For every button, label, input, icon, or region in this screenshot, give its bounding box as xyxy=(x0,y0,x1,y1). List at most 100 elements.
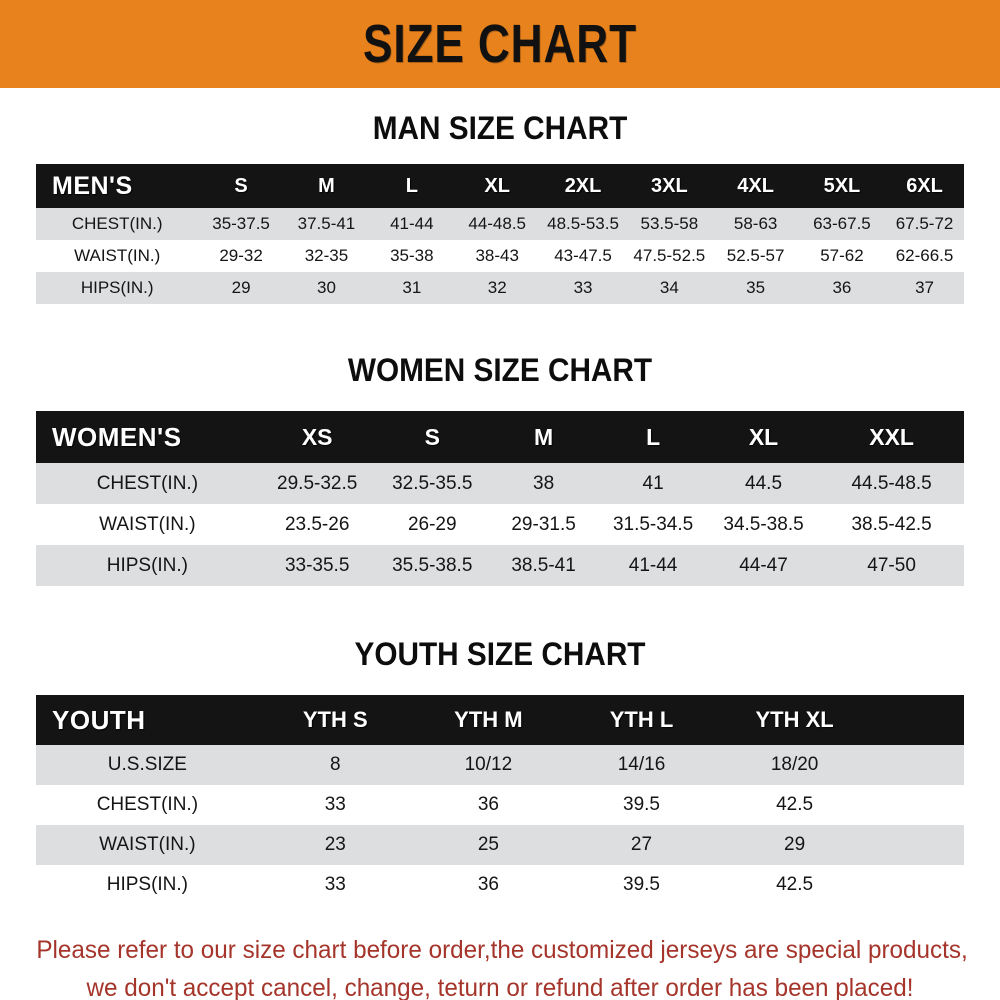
women-waist-m: 29-31.5 xyxy=(511,513,576,535)
women-hips-xl: 44-47 xyxy=(739,554,788,576)
women-chest-xl: 44.5 xyxy=(745,472,783,494)
youth-ussize-empty xyxy=(871,745,964,785)
women-chest-m: 38 xyxy=(533,472,555,494)
table-row: CHEST(IN.) 35-37.5 37.5-41 41-44 44-48.5… xyxy=(36,208,964,240)
women-waist-xxl: 38.5-42.5 xyxy=(851,513,932,535)
page-title: SIZE CHART xyxy=(363,14,637,74)
youth-col-header-yth-m: YTH M xyxy=(454,707,523,732)
women-chest-xxl: 44.5-48.5 xyxy=(851,472,932,494)
men-header-row: MEN'S S M L XL 2XL 3XL 4XL 5XL 6XL xyxy=(36,164,964,208)
women-row-label-waist: WAIST(IN.) xyxy=(99,513,196,535)
youth-ussize-yth-l: 14/16 xyxy=(617,754,666,775)
women-hips-xxl: 47-50 xyxy=(867,554,916,576)
women-col-header-xxl: XXL xyxy=(869,423,914,450)
men-waist-m: 32-35 xyxy=(304,246,349,265)
women-col-header-xl: XL xyxy=(748,423,779,450)
men-hips-6xl: 37 xyxy=(915,278,934,297)
men-chest-l: 41-44 xyxy=(390,214,434,233)
men-table-wrapper: MEN'S S M L XL 2XL 3XL 4XL 5XL 6XL CHEST… xyxy=(36,164,964,304)
youth-hips-yth-xl: 42.5 xyxy=(776,874,814,895)
youth-corner-label: YOUTH xyxy=(52,704,146,735)
youth-hips-yth-s: 33 xyxy=(324,874,346,895)
footer-line-1: Please refer to our size chart before or… xyxy=(36,936,968,964)
youth-row-label-us-size: U.S.SIZE xyxy=(107,754,187,775)
youth-section-title: YOUTH SIZE CHART xyxy=(354,636,646,672)
women-section-title: WOMEN SIZE CHART xyxy=(347,352,653,388)
men-hips-xl: 32 xyxy=(487,278,507,297)
youth-header-row: YOUTH YTH S YTH M YTH L YTH XL xyxy=(36,695,964,745)
men-col-header-xl: XL xyxy=(484,174,510,197)
women-table-wrapper: WOMEN'S XS S M L XL XXL CHEST(IN.) 29.5-… xyxy=(36,411,964,586)
youth-row-label-hips: HIPS(IN.) xyxy=(106,874,188,895)
men-waist-2xl: 43-47.5 xyxy=(554,246,612,265)
men-waist-6xl: 62-66.5 xyxy=(895,246,954,265)
men-col-header-l: L xyxy=(405,174,418,197)
men-chest-3xl: 53.5-58 xyxy=(640,214,699,233)
women-row-label-hips: HIPS(IN.) xyxy=(106,554,188,576)
men-col-header-5xl: 5XL xyxy=(823,174,861,197)
youth-hips-empty xyxy=(871,865,964,905)
women-chest-l: 41 xyxy=(642,472,664,494)
men-chest-6xl: 67.5-72 xyxy=(895,214,954,233)
men-hips-m: 30 xyxy=(316,278,336,297)
table-row: U.S.SIZE 8 10/12 14/16 18/20 xyxy=(36,745,964,785)
youth-row-label-chest: CHEST(IN.) xyxy=(96,794,199,815)
men-chest-m: 37.5-41 xyxy=(297,214,356,233)
women-col-header-l: L xyxy=(646,423,661,450)
men-chest-s: 35-37.5 xyxy=(212,214,270,233)
men-row-label-chest: CHEST(IN.) xyxy=(71,214,163,233)
youth-row-label-waist: WAIST(IN.) xyxy=(99,834,196,855)
women-chest-s: 32.5-35.5 xyxy=(392,472,473,494)
men-col-header-6xl: 6XL xyxy=(906,174,943,197)
women-col-header-m: M xyxy=(534,423,554,450)
women-waist-l: 31.5-34.5 xyxy=(612,513,694,535)
youth-size-table: YOUTH YTH S YTH M YTH L YTH XL U.S.SIZE … xyxy=(36,695,964,905)
youth-col-header-yth-l: YTH L xyxy=(609,707,674,732)
youth-ussize-yth-s: 8 xyxy=(329,754,341,775)
women-corner-label: WOMEN'S xyxy=(52,421,182,452)
men-hips-s: 29 xyxy=(231,278,251,297)
women-col-header-xs: XS xyxy=(301,423,333,450)
women-col-header-s: S xyxy=(424,423,440,450)
youth-chest-yth-m: 36 xyxy=(477,794,499,815)
youth-chest-yth-l: 39.5 xyxy=(623,794,660,815)
youth-ussize-yth-xl: 18/20 xyxy=(770,754,819,775)
youth-ussize-yth-m: 10/12 xyxy=(464,754,513,775)
table-row: WAIST(IN.) 23.5-26 26-29 29-31.5 31.5-34… xyxy=(36,504,964,545)
youth-chest-yth-xl: 42.5 xyxy=(776,794,814,815)
men-hips-l: 31 xyxy=(402,278,422,297)
men-corner-label: MEN'S xyxy=(52,171,133,200)
youth-waist-empty xyxy=(871,825,964,865)
men-col-header-4xl: 4XL xyxy=(737,174,774,197)
youth-hips-yth-l: 39.5 xyxy=(623,874,660,895)
footer-disclaimer: Please refer to our size chart before or… xyxy=(36,931,968,1000)
women-header-row: WOMEN'S XS S M L XL XXL xyxy=(36,411,964,463)
youth-col-header-yth-xl: YTH XL xyxy=(755,707,834,732)
women-waist-xl: 34.5-38.5 xyxy=(723,513,804,535)
women-hips-s: 35.5-38.5 xyxy=(392,554,473,576)
youth-waist-yth-l: 27 xyxy=(630,834,653,855)
men-chest-5xl: 63-67.5 xyxy=(813,214,871,233)
youth-col-header-empty xyxy=(871,695,964,745)
table-row: CHEST(IN.) 33 36 39.5 42.5 xyxy=(36,785,964,825)
men-chest-2xl: 48.5-53.5 xyxy=(547,214,619,233)
youth-waist-yth-xl: 29 xyxy=(784,834,806,855)
men-waist-l: 35-38 xyxy=(390,246,434,265)
men-hips-4xl: 35 xyxy=(746,278,766,297)
men-waist-3xl: 47.5-52.5 xyxy=(633,246,706,265)
youth-chest-empty xyxy=(871,785,964,825)
men-hips-5xl: 36 xyxy=(832,278,852,297)
men-chest-4xl: 58-63 xyxy=(733,214,778,233)
table-row: HIPS(IN.) 29 30 31 32 33 34 35 36 37 xyxy=(36,272,964,304)
page-banner: SIZE CHART xyxy=(0,0,1000,88)
women-chest-xs: 29.5-32.5 xyxy=(277,472,358,494)
men-row-label-waist: WAIST(IN.) xyxy=(74,246,161,265)
table-row: HIPS(IN.) 33-35.5 35.5-38.5 38.5-41 41-4… xyxy=(36,545,964,586)
men-size-table: MEN'S S M L XL 2XL 3XL 4XL 5XL 6XL CHEST… xyxy=(36,164,964,304)
table-row: WAIST(IN.) 29-32 32-35 35-38 38-43 43-47… xyxy=(36,240,964,272)
men-waist-s: 29-32 xyxy=(219,246,263,265)
youth-chest-yth-s: 33 xyxy=(324,794,346,815)
women-waist-xs: 23.5-26 xyxy=(284,513,350,535)
footer-line-2: we don't accept cancel, change, teturn o… xyxy=(86,974,914,1000)
